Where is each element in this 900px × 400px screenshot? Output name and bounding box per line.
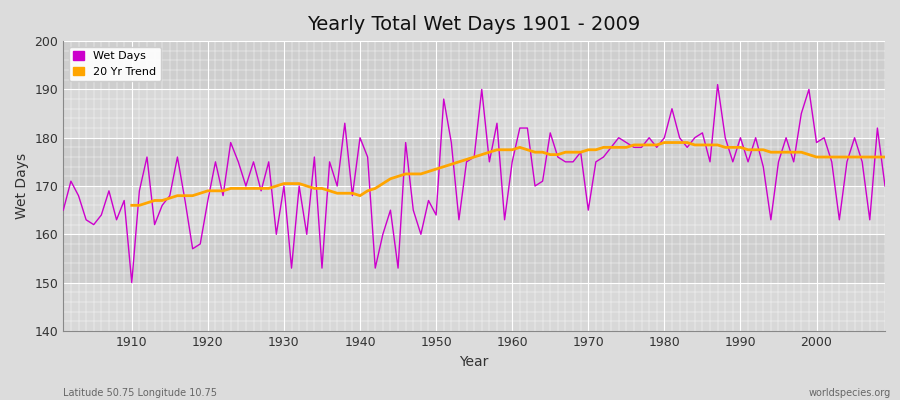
Bar	[63, 138, 885, 186]
Bar	[63, 90, 885, 138]
Bar	[63, 234, 885, 282]
Wet Days	[515, 126, 526, 130]
Text: worldspecies.org: worldspecies.org	[809, 388, 891, 398]
Bar	[63, 282, 885, 331]
Bar	[63, 41, 885, 90]
Wet Days	[339, 121, 350, 126]
Wet Days	[507, 160, 517, 164]
20 Yr Trend	[879, 155, 890, 160]
Wet Days	[58, 208, 68, 212]
Wet Days	[126, 280, 137, 285]
Bar	[63, 186, 885, 234]
20 Yr Trend	[826, 155, 837, 160]
20 Yr Trend	[850, 155, 860, 160]
20 Yr Trend	[271, 184, 282, 188]
Wet Days	[119, 198, 130, 203]
20 Yr Trend	[515, 145, 526, 150]
20 Yr Trend	[659, 140, 670, 145]
Wet Days	[293, 184, 304, 188]
Line: Wet Days: Wet Days	[63, 84, 885, 282]
Wet Days	[712, 82, 723, 87]
20 Yr Trend	[126, 203, 137, 208]
Line: 20 Yr Trend: 20 Yr Trend	[131, 142, 885, 205]
Title: Yearly Total Wet Days 1901 - 2009: Yearly Total Wet Days 1901 - 2009	[308, 15, 641, 34]
Legend: Wet Days, 20 Yr Trend: Wet Days, 20 Yr Trend	[68, 47, 161, 81]
Wet Days	[879, 184, 890, 188]
20 Yr Trend	[302, 184, 312, 188]
20 Yr Trend	[575, 150, 586, 154]
Y-axis label: Wet Days: Wet Days	[15, 153, 29, 219]
X-axis label: Year: Year	[460, 355, 489, 369]
Text: Latitude 50.75 Longitude 10.75: Latitude 50.75 Longitude 10.75	[63, 388, 217, 398]
Wet Days	[606, 145, 616, 150]
